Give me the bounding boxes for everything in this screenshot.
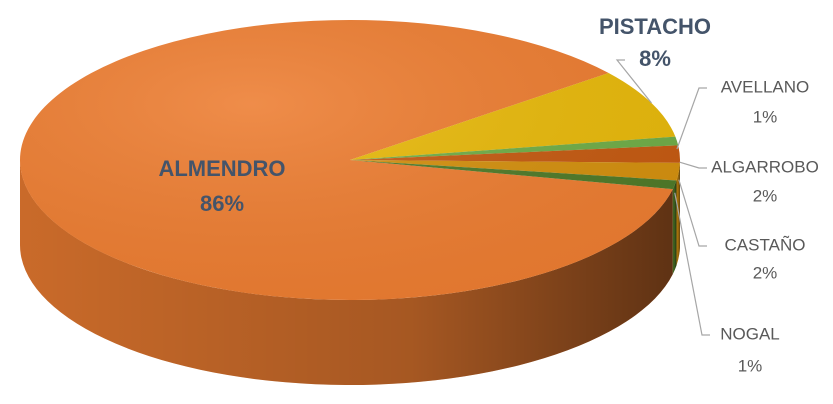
- category-label: ALGARROBO: [711, 157, 819, 176]
- value-label: 8%: [639, 46, 671, 71]
- leader-line: [677, 88, 707, 149]
- category-label: NOGAL: [720, 324, 780, 343]
- category-label: PISTACHO: [599, 14, 711, 39]
- pie-tops: [20, 20, 680, 300]
- leader-line: [680, 162, 707, 168]
- value-label: 2%: [753, 186, 778, 205]
- value-label: 1%: [738, 356, 763, 375]
- top-shade: [20, 20, 680, 300]
- category-label: ALMENDRO: [158, 156, 285, 181]
- leader-line: [675, 193, 710, 335]
- category-label: AVELLANO: [721, 77, 810, 96]
- value-label: 86%: [200, 191, 244, 216]
- value-label: 1%: [753, 107, 778, 126]
- category-label: CASTAÑO: [725, 235, 806, 254]
- value-label: 2%: [753, 263, 778, 282]
- chart: ALMENDRO 86% PISTACHO 8% AVELLANO 1% ALGARROBO…: [0, 0, 833, 404]
